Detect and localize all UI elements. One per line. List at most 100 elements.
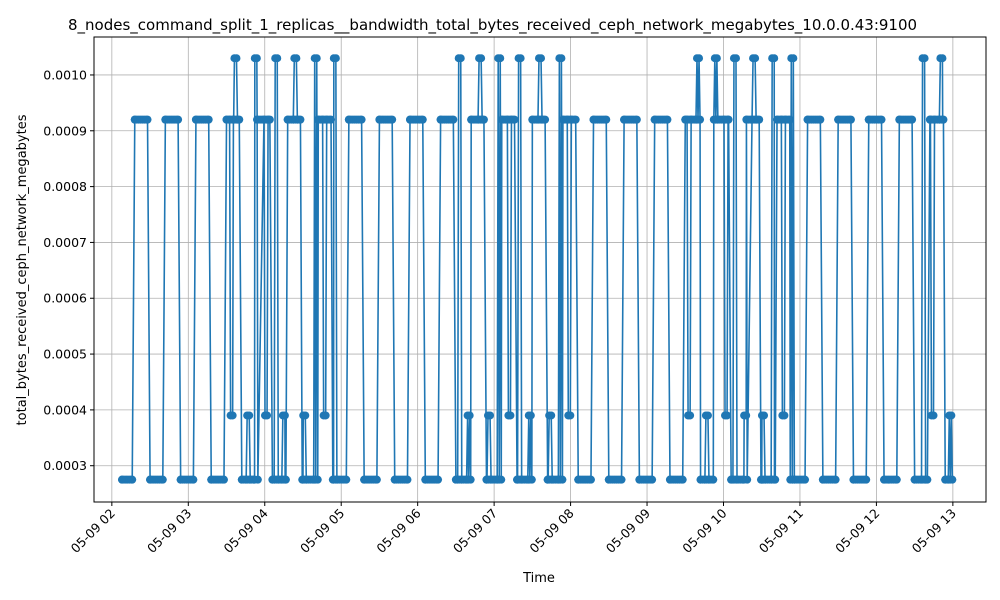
x-tick-label: 05-09 05: [297, 506, 347, 556]
data-point: [751, 54, 760, 63]
data-point: [341, 475, 350, 484]
grid: [94, 37, 986, 502]
data-point: [295, 115, 304, 124]
data-point: [252, 54, 261, 63]
y-tick-label: 0.0007: [43, 235, 87, 250]
data-point: [218, 475, 227, 484]
series-line: [118, 54, 957, 484]
data-point: [478, 115, 487, 124]
data-point: [506, 411, 515, 420]
data-point: [662, 115, 671, 124]
y-tick-label: 0.0003: [43, 458, 87, 473]
data-point: [938, 54, 947, 63]
plot-frame: [93, 36, 987, 503]
data-point: [616, 475, 625, 484]
x-tick-label: 05-09 06: [373, 505, 423, 555]
data-point: [203, 115, 212, 124]
data-point: [920, 54, 929, 63]
data-point: [312, 54, 321, 63]
x-tick-label: 05-09 03: [144, 506, 194, 556]
data-point: [784, 115, 793, 124]
data-point: [279, 475, 288, 484]
data-point: [760, 411, 769, 420]
data-point: [723, 115, 732, 124]
data-point: [753, 115, 762, 124]
data-point: [738, 475, 747, 484]
x-tick-label: 05-09 12: [832, 506, 882, 556]
data-point: [555, 475, 564, 484]
data-point: [432, 475, 441, 484]
data-point: [906, 115, 915, 124]
data-point: [331, 54, 340, 63]
data-point: [526, 411, 535, 420]
data-point: [731, 54, 740, 63]
data-point: [301, 411, 310, 420]
data-point: [557, 54, 566, 63]
y-tick-label: 0.0004: [43, 402, 87, 417]
data-point: [127, 475, 136, 484]
data-point: [280, 411, 289, 420]
data-point: [631, 115, 640, 124]
data-point: [742, 411, 751, 420]
data-point: [539, 115, 548, 124]
y-tick-label: 0.0006: [43, 291, 87, 306]
x-axis-label: Time: [522, 571, 555, 586]
data-point: [264, 115, 273, 124]
data-point: [770, 54, 779, 63]
data-point: [263, 411, 272, 420]
data-point: [292, 54, 301, 63]
data-point: [402, 475, 411, 484]
data-point: [723, 411, 732, 420]
data-point: [789, 54, 798, 63]
data-point: [477, 54, 486, 63]
data-point: [692, 115, 701, 124]
data-point: [371, 475, 380, 484]
data-point: [830, 475, 839, 484]
x-tick-label: 05-09 10: [679, 505, 729, 555]
x-tick-label: 05-09 04: [221, 505, 271, 555]
data-point: [947, 411, 956, 420]
data-point: [677, 475, 686, 484]
y-tick-label: 0.0008: [43, 179, 87, 194]
data-point: [815, 115, 824, 124]
data-point: [188, 475, 197, 484]
data-point: [249, 475, 258, 484]
y-axis-ticks: 0.0003 0.0004 0.0005 0.0006 0.0007 0.0008 0.00…: [43, 67, 94, 473]
axes: [93, 36, 987, 503]
data-point: [232, 54, 241, 63]
y-tick-label: 0.0010: [43, 67, 87, 82]
data-point: [310, 475, 319, 484]
data-point: [356, 115, 365, 124]
data-point: [493, 475, 502, 484]
data-point: [417, 115, 426, 124]
data-point: [695, 54, 704, 63]
data-point: [486, 411, 495, 420]
x-tick-label: 05-09 11: [756, 506, 806, 556]
data-point: [945, 475, 954, 484]
data-point: [937, 115, 946, 124]
data-point: [686, 411, 695, 420]
data-point: [321, 411, 330, 420]
y-tick-label: 0.0009: [43, 123, 87, 138]
data-point: [703, 411, 712, 420]
data-point: [537, 54, 546, 63]
chart-title: 8_nodes_command_split_1_replicas__bandwi…: [68, 16, 917, 35]
data-point: [172, 115, 181, 124]
data-point: [566, 411, 575, 420]
data-point: [922, 475, 931, 484]
x-tick-label: 05-09 08: [526, 505, 576, 555]
data-point: [860, 475, 869, 484]
data-point: [325, 115, 334, 124]
data-point: [712, 54, 721, 63]
y-tick-label: 0.0005: [43, 347, 87, 362]
data-point: [233, 115, 242, 124]
data-point: [157, 475, 166, 484]
data-point: [769, 475, 778, 484]
data-point: [708, 475, 717, 484]
x-tick-label: 05-09 07: [450, 506, 500, 556]
x-tick-label: 05-09 02: [68, 506, 118, 556]
data-point: [228, 411, 237, 420]
data-point: [799, 475, 808, 484]
data-point: [600, 115, 609, 124]
